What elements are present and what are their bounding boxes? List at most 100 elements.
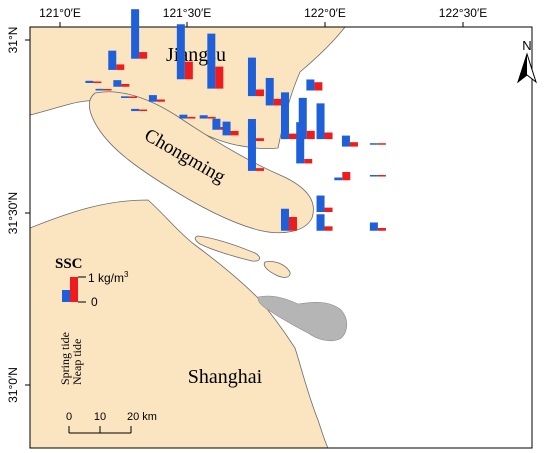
lon-tick-label: 122°30′E (439, 6, 487, 20)
north-letter: N (522, 38, 531, 53)
neap-bar (139, 109, 148, 112)
north-arrow: N (517, 38, 537, 84)
spring-bar (316, 103, 325, 140)
neap-bar (215, 66, 224, 89)
spring-bar (179, 114, 188, 119)
neap-bar (116, 64, 125, 70)
legend-zero-label: 0 (91, 295, 98, 309)
spring-bar (176, 24, 185, 80)
spring-bar (247, 57, 256, 97)
spring-bar (113, 80, 122, 87)
station-22 (298, 97, 315, 140)
spring-bar (316, 214, 325, 231)
station-2 (95, 88, 112, 91)
lon-tick-label: 121°0′E (39, 6, 81, 20)
neap-bar (377, 175, 386, 177)
legend-spring-label: Spring tide (58, 332, 72, 385)
lon-tick-label: 122°0′E (304, 6, 346, 20)
spring-bar (316, 195, 325, 213)
neap-bar (324, 226, 333, 231)
station-14 (222, 121, 239, 136)
neap-bar (324, 132, 333, 140)
neap-bar (342, 172, 351, 181)
spring-bar (207, 33, 216, 89)
lat-tick-label: 31°30′N (6, 192, 20, 234)
station-31 (369, 222, 386, 231)
station-28 (341, 135, 358, 147)
station-19 (280, 92, 297, 140)
station-23 (306, 79, 323, 91)
neap-bar (139, 52, 148, 59)
station-17 (247, 126, 264, 171)
neap-bar (93, 81, 102, 84)
station-15 (247, 57, 264, 97)
station-9 (176, 24, 193, 80)
neap-bar (128, 96, 137, 98)
station-4 (113, 80, 130, 87)
neap-bar (377, 227, 386, 231)
station-21 (280, 208, 297, 231)
spring-bar (131, 9, 140, 59)
legend-neap-label: Neap tide (70, 339, 84, 385)
spring-bar (247, 126, 256, 171)
spring-bar (265, 77, 274, 106)
neap-bar (121, 84, 130, 87)
spring-bar (280, 92, 289, 140)
graticule-ticks (25, 22, 464, 386)
spring-bar (120, 96, 129, 98)
island (194, 235, 260, 262)
spring-bar (341, 135, 350, 147)
neap-bar (207, 116, 216, 119)
station-18 (265, 77, 282, 106)
spring-bar (108, 50, 117, 70)
scale-tick-label: 20 km (127, 411, 157, 423)
lat-tick-label: 31°0′N (6, 367, 20, 403)
spring-bar (280, 208, 289, 231)
spring-bar (334, 177, 343, 181)
station-11 (199, 115, 216, 119)
scale-tick-label: 10 (94, 411, 106, 423)
spring-bar (199, 115, 208, 119)
spring-bar (212, 118, 221, 130)
lon-tick-label: 121°30′E (163, 6, 211, 20)
station-25 (316, 195, 333, 213)
station-8 (148, 95, 165, 102)
neap-bar (324, 207, 333, 213)
neap-bar (255, 138, 264, 141)
neap-bar (304, 159, 313, 164)
spring-bar (369, 222, 378, 231)
neap-bar (377, 143, 386, 145)
station-27 (334, 172, 351, 181)
spring-bar (222, 121, 231, 136)
station-12 (207, 33, 224, 89)
ssc-legend: SSC 1 kg/m3 0 Spring tide Neap tide (55, 256, 129, 385)
station-7 (131, 9, 148, 59)
spring-bar (85, 80, 94, 84)
station-29 (369, 143, 386, 145)
neap-bar (255, 168, 264, 171)
station-6 (131, 108, 148, 112)
station-24 (316, 103, 333, 140)
legend-spring-bar (62, 290, 70, 302)
spring-bar (298, 97, 307, 140)
neap-bar (273, 98, 282, 106)
station-26 (316, 214, 333, 231)
spring-bar (369, 143, 378, 145)
station-30 (369, 175, 386, 177)
station-bars (85, 9, 386, 231)
neap-bar (103, 88, 112, 91)
neap-bar (306, 130, 315, 140)
scale-bar: 0 10 20 km (66, 411, 157, 434)
neap-bar (184, 61, 193, 80)
neap-bar (156, 99, 165, 102)
neap-bar (230, 130, 239, 136)
neap-bar (255, 89, 264, 97)
station-10 (179, 114, 196, 119)
legend-neap-bar (70, 277, 78, 302)
spring-bar (369, 175, 378, 177)
spring-bar (131, 108, 140, 112)
island (263, 261, 291, 278)
scale-tick-label: 0 (66, 411, 72, 423)
shanghai-land (30, 199, 329, 448)
